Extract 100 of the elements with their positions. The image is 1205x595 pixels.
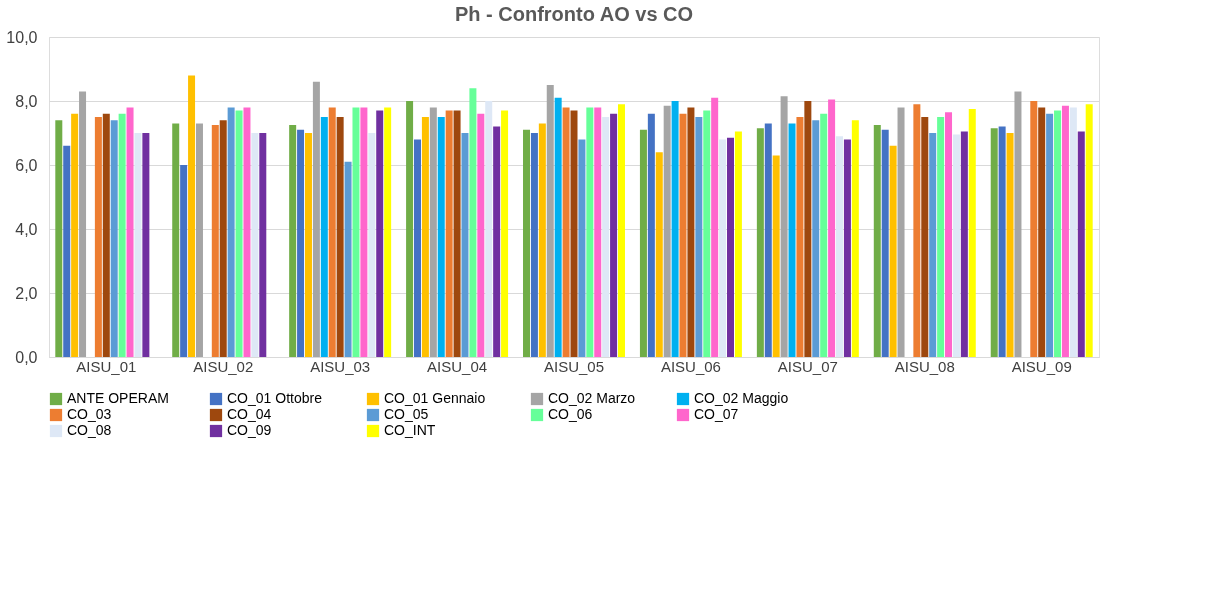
bar xyxy=(570,110,578,357)
legend-label: CO_06 xyxy=(548,406,593,422)
y-tick-label: 8,0 xyxy=(15,92,38,110)
x-tick-label: AISU_05 xyxy=(543,357,605,375)
bar xyxy=(259,133,267,357)
bar xyxy=(445,110,453,357)
bar xyxy=(671,101,679,357)
legend-label: CO_08 xyxy=(67,422,112,438)
bar xyxy=(406,101,414,357)
bar xyxy=(952,134,960,357)
y-tick-label: 0,0 xyxy=(15,348,38,366)
bar xyxy=(227,107,235,357)
bar xyxy=(687,107,695,357)
bar xyxy=(102,113,110,357)
bar xyxy=(538,123,546,357)
bar xyxy=(881,129,889,357)
bar xyxy=(1014,91,1022,357)
y-tick-label: 2,0 xyxy=(15,284,38,302)
bar xyxy=(235,110,243,357)
legend-label: CO_09 xyxy=(227,422,272,438)
legend-label: CO_01 Ottobre xyxy=(227,390,323,406)
bar xyxy=(1006,133,1014,357)
legend-label: CO_02 Maggio xyxy=(694,390,789,406)
bar xyxy=(328,107,336,357)
bar xyxy=(1077,131,1085,357)
bar xyxy=(921,117,929,357)
bar xyxy=(352,107,360,357)
y-tick-label: 4,0 xyxy=(15,220,38,238)
bar xyxy=(126,107,134,357)
bar xyxy=(414,139,421,357)
bar xyxy=(719,139,727,357)
x-tick-label: AISU_06 xyxy=(660,357,721,375)
legend-label: ANTE OPERAM xyxy=(67,390,169,406)
bar xyxy=(188,75,196,357)
bar xyxy=(1054,110,1062,357)
bar xyxy=(836,136,844,357)
bar xyxy=(1069,107,1077,357)
x-tick-label: AISU_03 xyxy=(310,357,371,375)
bar xyxy=(530,133,538,357)
bar xyxy=(828,99,836,357)
bar xyxy=(523,129,531,357)
bar xyxy=(562,107,570,357)
bar xyxy=(655,152,663,357)
legend-label: CO_05 xyxy=(384,406,429,422)
bar xyxy=(134,133,142,357)
bar xyxy=(647,113,655,357)
x-tick-label: AISU_02 xyxy=(193,357,254,375)
bar xyxy=(756,128,764,357)
bar xyxy=(998,126,1006,357)
bar xyxy=(960,131,968,357)
bar xyxy=(990,128,998,357)
bar xyxy=(110,120,118,357)
bar xyxy=(639,129,647,357)
bar xyxy=(945,112,953,357)
bar xyxy=(477,113,485,357)
bar xyxy=(312,81,320,357)
bar xyxy=(384,107,392,357)
y-tick-label: 10,0 xyxy=(6,28,38,46)
bar xyxy=(1038,107,1046,357)
bar xyxy=(780,96,788,357)
bar xyxy=(469,88,477,357)
bar xyxy=(71,113,79,357)
bar xyxy=(485,101,493,357)
bar xyxy=(703,110,711,357)
bar xyxy=(663,105,671,357)
bar xyxy=(251,133,259,357)
legend-label: CO_01 Gennaio xyxy=(384,390,486,406)
bar xyxy=(812,120,820,357)
bar xyxy=(376,110,384,357)
bar xyxy=(546,85,554,357)
bar xyxy=(211,125,219,357)
bar xyxy=(94,117,102,357)
bar xyxy=(727,137,734,357)
bar xyxy=(297,129,305,357)
x-tick-label: AISU_01 xyxy=(76,357,137,375)
bar xyxy=(772,155,780,357)
bar xyxy=(461,133,469,357)
bar xyxy=(142,133,150,357)
bar xyxy=(594,107,602,357)
bar xyxy=(336,117,344,357)
bar xyxy=(55,120,63,357)
bar xyxy=(493,126,501,357)
bar xyxy=(820,113,828,357)
bar xyxy=(695,117,703,357)
bar xyxy=(937,117,945,357)
bar xyxy=(453,110,461,357)
bar xyxy=(610,113,618,357)
bar xyxy=(578,139,586,357)
bar xyxy=(796,117,804,357)
bar xyxy=(804,101,812,357)
bar xyxy=(344,161,352,357)
bar xyxy=(1085,104,1093,357)
bar xyxy=(873,125,881,357)
bar xyxy=(586,107,594,357)
x-tick-label: AISU_07 xyxy=(777,357,838,375)
bar xyxy=(734,131,742,357)
bar xyxy=(195,123,203,357)
bar xyxy=(172,123,180,357)
bar xyxy=(617,104,625,357)
bar xyxy=(913,104,921,357)
